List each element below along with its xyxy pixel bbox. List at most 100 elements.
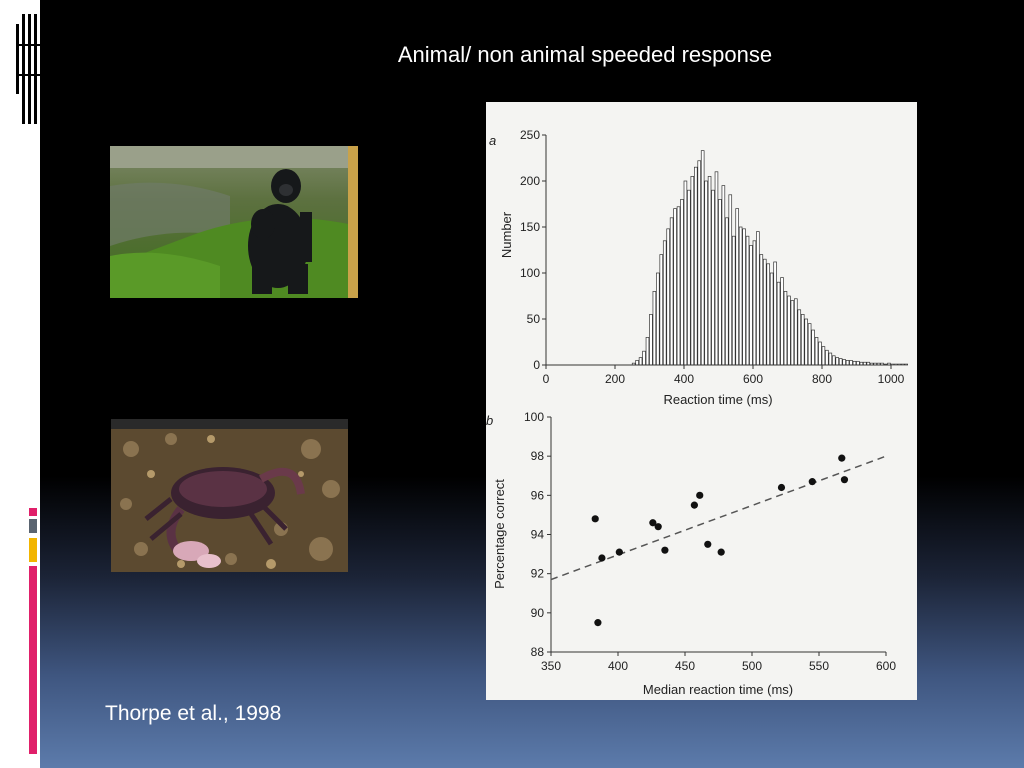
hist-bar xyxy=(825,349,829,366)
scatter-point xyxy=(704,540,712,548)
scatter-point xyxy=(838,454,846,462)
scatter-point xyxy=(654,523,662,531)
hist-ylabel: Number xyxy=(499,211,514,258)
scatter-x-tick-label: 400 xyxy=(608,659,628,673)
hist-bar xyxy=(673,208,677,366)
window-lines-icon xyxy=(16,14,40,124)
hist-bar xyxy=(683,180,688,366)
citation: Thorpe et al., 1998 xyxy=(105,702,282,725)
hist-bar xyxy=(718,199,722,366)
gorilla-photo xyxy=(110,146,358,298)
hist-bar xyxy=(745,235,750,366)
scatter-y-tick-label: 96 xyxy=(531,488,545,502)
accent-bar-pink-long xyxy=(29,566,37,754)
hist-bar xyxy=(759,254,764,366)
hist-bar xyxy=(749,245,753,366)
hist-bar xyxy=(725,217,729,366)
scatter-points xyxy=(591,454,849,627)
hist-bar xyxy=(821,346,826,366)
scatter-x-tick-label: 500 xyxy=(742,659,762,673)
hist-bar xyxy=(842,359,846,366)
hist-bar xyxy=(742,228,746,366)
scatter-x-ticks: 350 400 450 500 550 600 xyxy=(541,652,896,673)
hist-bar xyxy=(649,314,653,366)
hist-bar xyxy=(804,318,808,366)
hist-x-ticks: 0 200 400 600 800 1000 xyxy=(543,365,905,386)
scatter-x-tick-label: 550 xyxy=(809,659,829,673)
accent-bar-pink xyxy=(29,508,37,516)
hist-x-tick-label: 800 xyxy=(812,372,832,386)
scatter-point xyxy=(598,554,606,562)
slide-title: Animal/ non animal speeded response xyxy=(397,42,773,67)
hist-bar xyxy=(773,261,777,366)
hist-bar xyxy=(794,298,798,366)
hist-bar xyxy=(704,180,708,366)
scatter-point xyxy=(777,483,786,492)
hist-bar xyxy=(904,363,908,366)
hist-bar xyxy=(811,329,815,366)
hist-x-tick-label: 600 xyxy=(743,372,763,386)
hist-x-tick-label: 1000 xyxy=(878,372,905,386)
hist-bar xyxy=(790,300,795,366)
hist-x-tick-label: 0 xyxy=(543,372,550,386)
scatter-point xyxy=(649,519,657,527)
hist-bar xyxy=(814,337,819,366)
hist-bar xyxy=(783,291,788,366)
hist-bar xyxy=(680,199,684,366)
hist-y-tick-label: 0 xyxy=(533,358,540,372)
hist-bar xyxy=(707,176,712,366)
hist-bar xyxy=(638,357,643,366)
scatter-point xyxy=(661,546,669,554)
hist-bar xyxy=(694,166,698,366)
hist-bar xyxy=(669,217,674,366)
scatter-point xyxy=(594,619,602,627)
scatter-y-tick-label: 98 xyxy=(531,449,545,463)
hist-bar xyxy=(662,240,667,366)
hist-bar xyxy=(800,314,805,366)
scatter-x-tick-label: 350 xyxy=(541,659,561,673)
hist-bar xyxy=(901,363,905,366)
hist-bar xyxy=(728,194,733,366)
crab-photo xyxy=(111,419,348,572)
hist-bar xyxy=(828,352,833,366)
hist-bar xyxy=(763,258,767,366)
hist-bar xyxy=(856,360,860,366)
hist-bar xyxy=(697,160,702,366)
scatter-y-ticks: 88 90 92 94 96 98 100 xyxy=(524,410,551,659)
scatter-point xyxy=(808,478,816,486)
hist-bar xyxy=(711,189,715,366)
hist-bar xyxy=(849,360,853,366)
hist-bar xyxy=(776,281,781,366)
hist-bar xyxy=(838,358,843,366)
scatter-point xyxy=(690,501,698,509)
hist-bar xyxy=(687,189,691,366)
scatter-point xyxy=(840,476,849,484)
hist-bar xyxy=(807,323,812,366)
hist-bar xyxy=(700,150,705,366)
hist-y-tick-label: 250 xyxy=(520,128,540,142)
hist-y-tick-label: 100 xyxy=(520,266,540,280)
hist-y-tick-label: 200 xyxy=(520,174,540,188)
hist-bar xyxy=(835,357,839,366)
hist-bar xyxy=(852,360,857,366)
panel-b-label: b xyxy=(486,413,493,428)
hist-x-tick-label: 400 xyxy=(674,372,694,386)
hist-bar xyxy=(735,208,739,366)
accent-bar-yellow xyxy=(29,538,37,562)
hist-bar xyxy=(787,295,791,366)
hist-bar xyxy=(635,360,639,366)
hist-bar xyxy=(666,228,670,366)
scatter-ylabel: Percentage correct xyxy=(492,479,507,589)
hist-bar xyxy=(766,263,770,366)
scatter-point xyxy=(615,548,623,556)
hist-bar xyxy=(721,185,726,366)
panel-a-label: a xyxy=(489,133,496,148)
hist-bar xyxy=(780,277,784,366)
hist-xlabel: Reaction time (ms) xyxy=(663,392,772,407)
hist-bar xyxy=(832,355,836,366)
hist-bar xyxy=(890,363,895,366)
scatter-x-tick-label: 450 xyxy=(675,659,695,673)
hist-bar xyxy=(731,235,736,366)
scatter-point xyxy=(717,548,725,556)
hist-bar xyxy=(818,341,822,366)
